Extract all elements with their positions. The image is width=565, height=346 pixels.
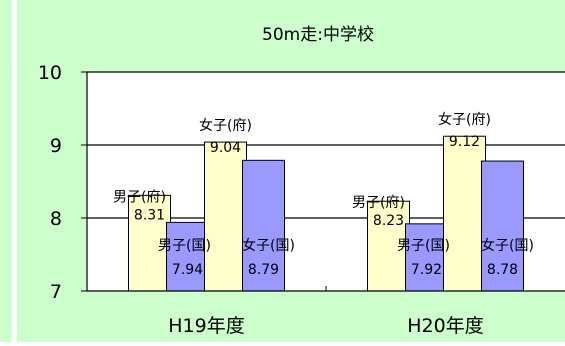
data-label-value: 7.94 [172,262,203,278]
data-label-value: 9.04 [210,140,241,156]
data-label-series-name: 男子(府) [352,195,405,211]
bars [128,135,524,292]
y-tick-label: 8 [50,208,62,230]
y-tick-label: 9 [50,135,62,157]
data-label-value: 9.12 [449,134,480,150]
data-label-series-name: 女子(国) [242,237,295,254]
data-label-series-name: 男子(府) [113,189,166,205]
data-label-series-name: 女子(府) [438,111,491,128]
chart-title: 50m走:中学校 [262,25,374,45]
data-label-series-name: 男子(国) [158,238,211,254]
y-tick-label: 10 [38,62,62,84]
data-label-value: 8.79 [248,262,279,278]
data-label-series-name: 女子(国) [481,237,534,254]
data-label-value: 7.92 [411,262,442,278]
bar [443,135,486,292]
data-labels: 男子(府) 8.31 男子(国) 7.94 女子(府) 9.04 女子(国) 8.79 男子(府… [113,111,534,278]
left-strip [0,0,12,342]
x-category-label: H19年度 [168,315,244,337]
axes: 7 8 9 10 H19年度 H20年度 [38,62,565,337]
bar [405,223,448,292]
x-category-label: H20年度 [407,315,483,337]
data-label-series-name: 女子(府) [199,117,252,134]
bar [204,141,247,292]
data-label-value: 8.23 [373,213,404,229]
data-label-series-name: 男子(国) [397,238,450,254]
y-tick-label: 7 [50,281,62,303]
data-label-value: 8.78 [487,262,518,278]
data-label-value: 8.31 [134,207,165,223]
bar [166,221,209,292]
bar [481,160,524,292]
